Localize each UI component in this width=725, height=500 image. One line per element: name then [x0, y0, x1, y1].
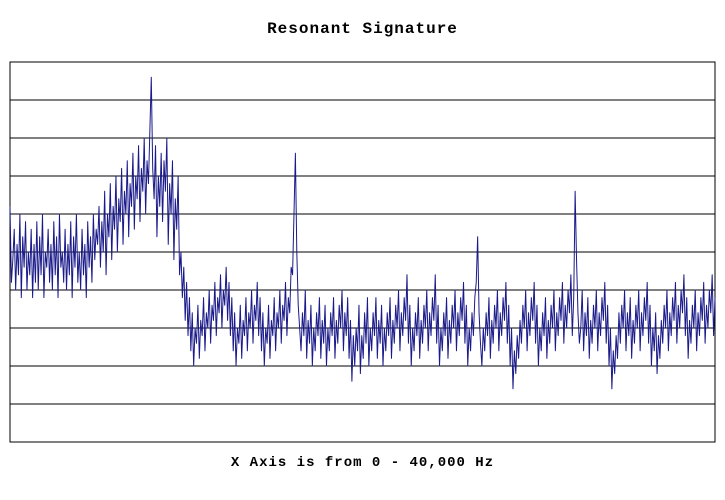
- x-axis-caption: X Axis is from 0 - 40,000 Hz: [0, 455, 725, 471]
- chart-plot: [0, 0, 725, 500]
- chart-container: Resonant Signature X Axis is from 0 - 40…: [0, 0, 725, 500]
- chart-title: Resonant Signature: [0, 20, 725, 38]
